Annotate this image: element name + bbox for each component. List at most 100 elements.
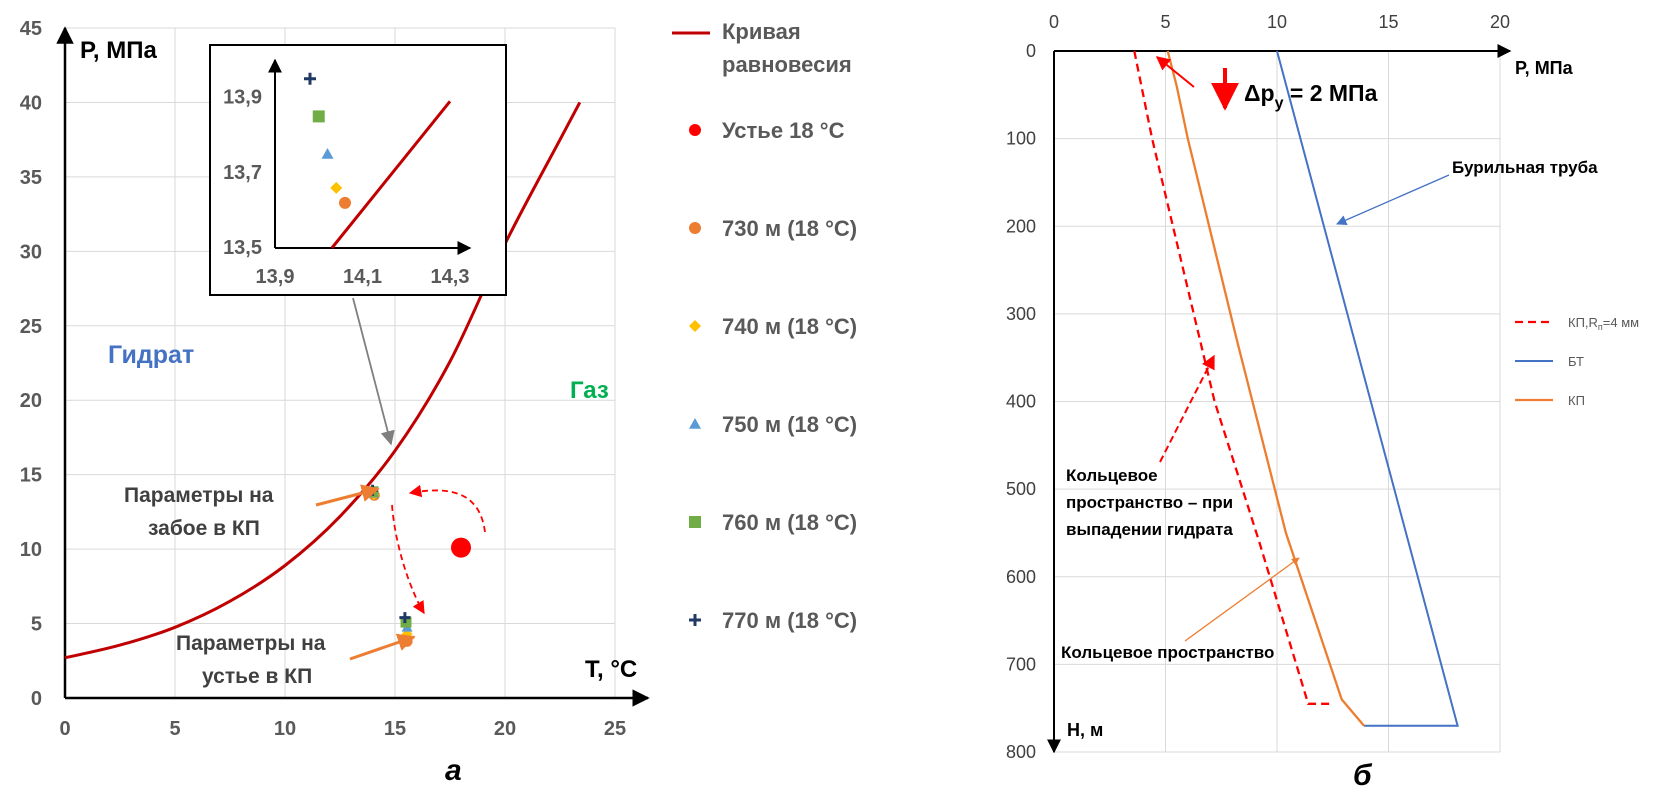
inset-x-tick-label: 14,3 — [431, 266, 470, 288]
inset-x-tick-label: 13,9 — [256, 266, 295, 288]
annotation-hydrate-3: выпадении гидрата — [1066, 520, 1233, 539]
y-tick-label: 5 — [31, 614, 42, 636]
x-tick-label: 15 — [384, 718, 406, 740]
chart-b-legend: КП,Rп=4 мм БТ КП — [1515, 315, 1639, 408]
y-tick-label: 45 — [20, 18, 42, 40]
inset-point-circle — [339, 196, 351, 209]
series-line-bt — [1276, 50, 1459, 727]
region-label-hydrate: Гидрат — [108, 341, 194, 369]
legend-a-label: 760 м (18 °C) — [722, 510, 857, 535]
inset-markers — [304, 72, 351, 209]
legend-a-marker-square — [689, 516, 701, 528]
y-tick-label: 400 — [1006, 392, 1036, 412]
inset-y-tick-label: 13,7 — [223, 162, 262, 184]
chart-a: 0 5 10 15 20 25 0 5 10 15 20 25 30 35 40 45 P, МПа T, °… — [19, 18, 858, 787]
inset-point-square — [312, 110, 325, 123]
data-point-circle — [451, 537, 471, 558]
legend-a-label-curve-1: Кривая — [722, 19, 801, 44]
chart-a-y-axis-title: P, МПа — [80, 37, 157, 64]
chart-b-y-axis-title: H, м — [1067, 720, 1103, 740]
y-tick-label: 35 — [20, 167, 42, 189]
y-tick-label: 15 — [20, 465, 42, 487]
legend-b-label-bt: БТ — [1568, 354, 1584, 369]
x-tick-label: 20 — [1490, 12, 1510, 32]
x-tick-label: 0 — [59, 718, 70, 740]
legend-a-label: 740 м (18 °C) — [722, 314, 857, 339]
chart-b-grid — [1054, 51, 1501, 753]
x-tick-label: 25 — [604, 718, 626, 740]
inset-equilibrium-curve — [330, 100, 452, 249]
legend-a-marker-triangle — [689, 418, 701, 429]
panel-label-a: а — [445, 754, 462, 787]
y-tick-label: 200 — [1006, 216, 1036, 236]
annotation-drill-pipe: Бурильная труба — [1452, 158, 1598, 177]
x-tick-label: 10 — [1267, 12, 1287, 32]
legend-b-label-kp-rn: КП,Rп=4 мм — [1568, 315, 1639, 332]
legend-a-label: 750 м (18 °C) — [722, 412, 857, 437]
legend-a-label: Устье 18 °C — [722, 118, 845, 143]
y-tick-label: 10 — [20, 539, 42, 561]
annotation-wellhead-1: Параметры на — [176, 632, 326, 655]
y-tick-label: 20 — [20, 390, 42, 412]
inset-x-tick-label: 14,1 — [343, 266, 382, 288]
legend-a-marker-circle — [689, 222, 701, 234]
annotation-annulus: Кольцевое пространство — [1061, 643, 1274, 662]
y-tick-label: 25 — [20, 316, 42, 338]
legend-a-label: 770 м (18 °C) — [722, 608, 857, 633]
chart-a-tick-labels: 0 5 10 15 20 25 0 5 10 15 20 25 30 35 40 45 — [20, 18, 626, 740]
legend-a-label: 730 м (18 °C) — [722, 216, 857, 241]
delta-p-label: Δpy = 2 МПа — [1244, 80, 1378, 112]
x-tick-label: 0 — [1049, 12, 1059, 32]
legend-a-label-curve-2: равновесия — [722, 52, 852, 77]
y-tick-label: 500 — [1006, 479, 1036, 499]
annotation-hydrate-arrow — [1159, 354, 1215, 463]
x-tick-label: 10 — [274, 718, 296, 740]
delta-p-pointer — [1155, 56, 1195, 88]
annotation-wellhead-arrow — [349, 633, 416, 661]
x-tick-label: 5 — [169, 718, 180, 740]
chart-a-x-axis-title: T, °C — [585, 656, 637, 683]
chart-a-legend: Кривая равновесия Устье 18 °C 730 м (18 °C)… — [672, 19, 857, 633]
annotation-bottom-arrow — [315, 484, 380, 507]
trajectory-bottom-to-wellhead — [391, 504, 425, 615]
panel-label-b: б — [1353, 759, 1373, 792]
inset-tick-labels: 13,9 14,1 14,3 13,5 13,7 13,9 — [223, 87, 469, 288]
annotation-hydrate-2: пространство – при — [1066, 493, 1233, 512]
x-tick-label: 20 — [494, 718, 516, 740]
legend-a-marker-plus — [689, 614, 701, 626]
annotation-drill-pipe-arrow — [1336, 174, 1450, 226]
legend-a-marker-circle — [689, 124, 701, 136]
series-line-kp — [1166, 50, 1365, 727]
annotation-bottom-2: забое в КП — [148, 517, 260, 540]
data-point-plus — [399, 612, 411, 624]
y-tick-label: 800 — [1006, 742, 1036, 762]
inset-point-plus — [304, 72, 316, 85]
y-tick-label: 40 — [20, 92, 42, 114]
y-tick-label: 300 — [1006, 304, 1036, 324]
y-tick-label: 0 — [1026, 41, 1036, 61]
x-tick-label: 15 — [1378, 12, 1398, 32]
annotation-hydrate-1: Кольцевое — [1066, 466, 1158, 485]
annotation-annulus-arrow — [1184, 557, 1300, 642]
annotation-bottom-1: Параметры на — [124, 484, 274, 507]
legend-a-marker-diamond — [689, 320, 701, 332]
trajectory-wellhead-to-bottom — [408, 484, 486, 533]
x-tick-label: 5 — [1160, 12, 1170, 32]
inset-point-diamond — [330, 181, 343, 194]
y-tick-label: 30 — [20, 241, 42, 263]
inset-point-triangle — [321, 148, 334, 159]
y-tick-label: 700 — [1006, 654, 1036, 674]
inset-pointer-arrow — [352, 297, 395, 446]
inset-zoom: 13,9 14,1 14,3 13,5 13,7 13,9 — [209, 44, 507, 296]
y-tick-label: 0 — [31, 688, 42, 710]
annotation-wellhead-2: устье в КП — [202, 665, 312, 688]
inset-y-tick-label: 13,5 — [223, 237, 262, 259]
region-label-gas: Газ — [570, 377, 609, 404]
legend-b-label-kp: КП — [1568, 393, 1585, 408]
inset-y-tick-label: 13,9 — [223, 87, 262, 109]
chart-b-x-axis-title: P, МПа — [1515, 58, 1574, 78]
y-tick-label: 600 — [1006, 567, 1036, 587]
